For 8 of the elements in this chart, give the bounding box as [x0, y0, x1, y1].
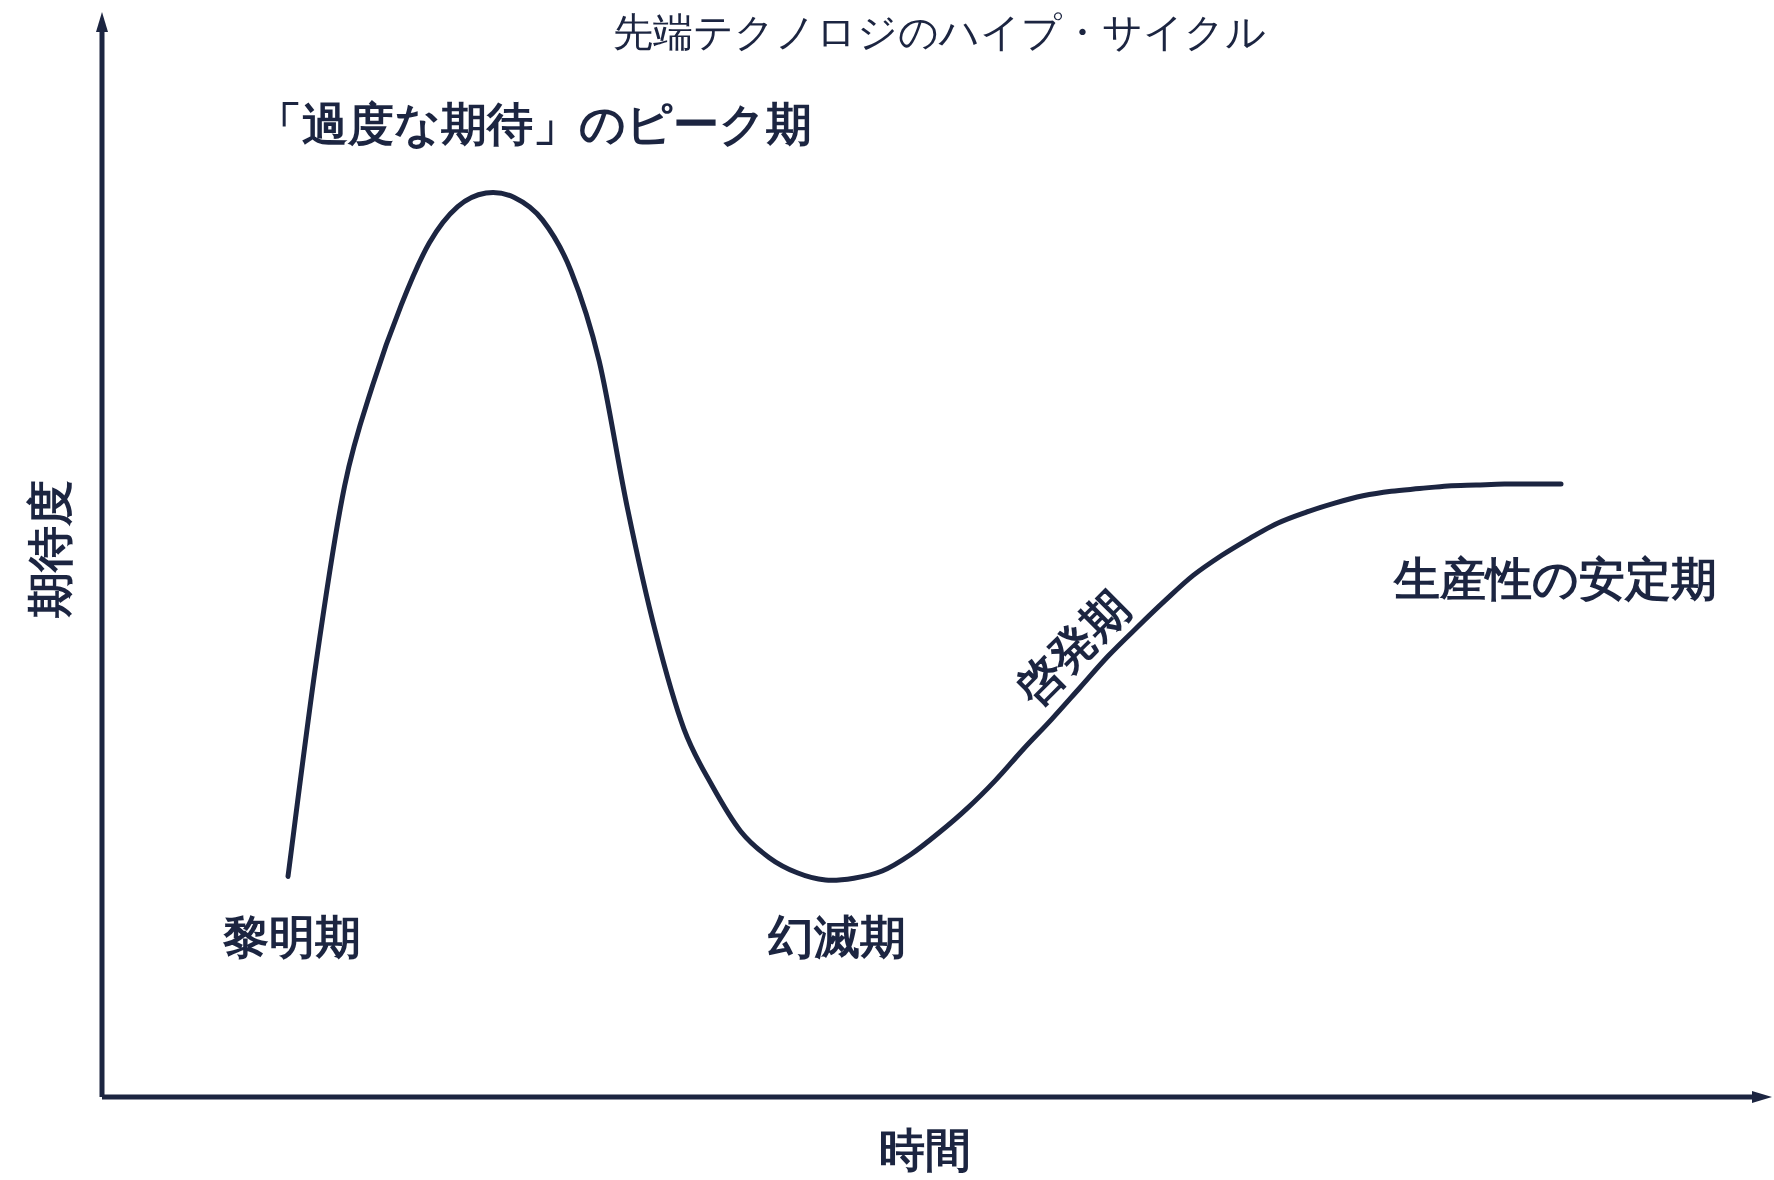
y-axis-title: 期待度 — [23, 480, 77, 618]
annotation: 生産性の安定期 — [1391, 552, 1717, 606]
annotation: 啓発期 — [1003, 580, 1140, 717]
annotation: 幻滅期 — [768, 910, 906, 964]
chart-title: 先端テクノロジのハイプ・サイクル — [612, 9, 1266, 55]
text: 「過度な期待」のピーク期 — [256, 97, 812, 151]
x-axis-title: 時間 — [879, 1123, 971, 1177]
annotation: 黎明期 — [222, 910, 361, 964]
